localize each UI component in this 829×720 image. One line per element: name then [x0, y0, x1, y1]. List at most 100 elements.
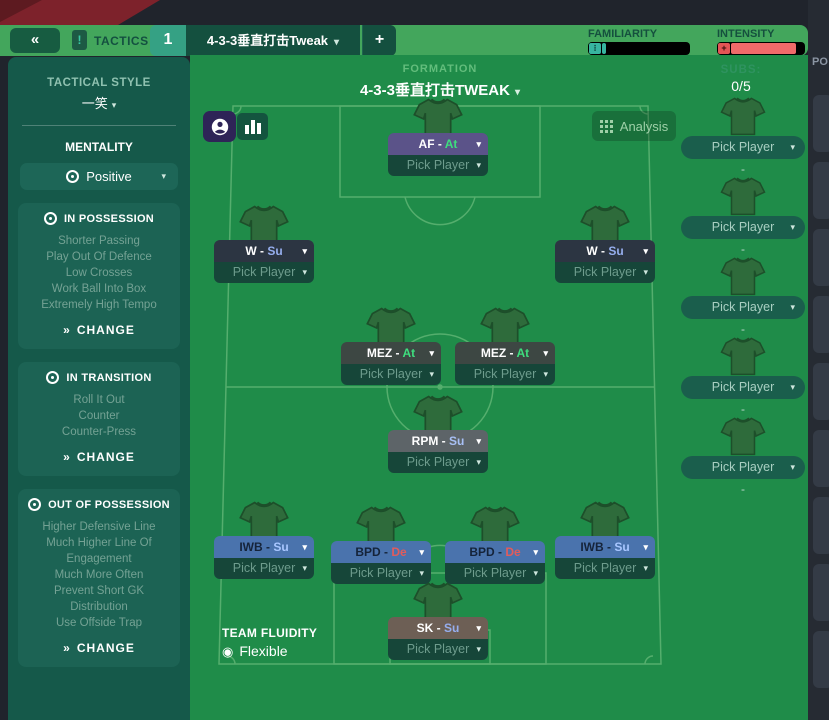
add-tactic-button[interactable]: + [362, 25, 396, 56]
role-dropdown[interactable]: IWB - Su ▾ [555, 536, 655, 558]
familiarity-label: FAMILIARITY [588, 28, 658, 40]
pick-player-dropdown[interactable]: Pick Player ▾ [555, 558, 655, 579]
chevron-down-icon: ▾ [419, 547, 424, 557]
pick-player-label: Pick Player [573, 265, 637, 279]
pick-player-label: Pick Player [711, 380, 775, 394]
chevron-down-icon: ▾ [643, 267, 648, 277]
instruction-item: Counter [78, 410, 120, 422]
duty-label: At [516, 346, 530, 360]
pick-player-label: Pick Player [406, 642, 470, 656]
collapsed-panel-block[interactable] [813, 430, 829, 487]
collapsed-panel-block[interactable] [813, 631, 829, 688]
role-dropdown[interactable]: AF - At ▾ [388, 133, 488, 155]
change-button[interactable]: » CHANGE [24, 323, 174, 337]
tactic-name-dropdown[interactable]: 4-3-3垂直打击Tweak ▾ [186, 25, 360, 56]
pick-player-label: Pick Player [711, 140, 775, 154]
section-title: IN TRANSITION [66, 371, 152, 384]
tactical-style-dropdown[interactable]: 一笑 ▾ [8, 93, 190, 112]
pick-player-label: Pick Player [573, 561, 637, 575]
chevron-down-icon: ▾ [334, 37, 340, 48]
role-dropdown[interactable]: BPD - De ▾ [445, 541, 545, 563]
shirt-icon [239, 501, 289, 544]
pick-player-dropdown[interactable]: Pick Player ▾ [341, 364, 441, 385]
section-title: OUT OF POSSESSION [48, 498, 170, 511]
role-label: W - [245, 244, 268, 258]
shirt-icon [480, 307, 530, 350]
chevron-down-icon: ▾ [790, 142, 795, 152]
pick-player-dropdown[interactable]: Pick Player ▾ [388, 639, 488, 660]
stats-view-toggle[interactable] [237, 113, 268, 140]
chevron-down-icon: ▾ [543, 348, 548, 358]
change-button[interactable]: » CHANGE [24, 450, 174, 464]
instruction-item: Work Ball Into Box [51, 283, 147, 295]
chevron-down-icon: ▾ [533, 568, 538, 578]
pick-player-dropdown[interactable]: Pick Player ▾ [681, 296, 805, 319]
pick-player-dropdown[interactable]: Pick Player ▾ [681, 376, 805, 399]
role-dropdown[interactable]: MEZ - At ▾ [341, 342, 441, 364]
instruction-section: IN TRANSITION Roll It Out Counter Counter-… [18, 362, 180, 476]
player-view-toggle[interactable] [203, 111, 236, 142]
double-chevron-icon: » [63, 450, 71, 464]
analysis-button[interactable]: Analysis [592, 111, 676, 141]
tactic-slot-tab[interactable]: 1 [150, 25, 186, 56]
role-label: BPD - [469, 545, 506, 559]
pick-player-label: Pick Player [359, 367, 423, 381]
chevron-down-icon: ▾ [161, 171, 166, 181]
instruction-sections: IN POSSESSION Shorter Passing Play Out Of… [8, 203, 190, 667]
collapsed-panel-block[interactable] [813, 229, 829, 286]
duty-label: Su [444, 621, 460, 635]
pick-player-label: Pick Player [711, 220, 775, 234]
pick-player-dropdown[interactable]: Pick Player ▾ [681, 136, 805, 159]
mentality-dropdown[interactable]: Positive ▾ [20, 163, 178, 190]
duty-label: De [505, 545, 521, 559]
intensity-fill [731, 43, 796, 54]
familiarity-bar: ⁝ [588, 42, 690, 55]
top-background [0, 0, 829, 25]
collapsed-panel-block[interactable] [813, 363, 829, 420]
role-dropdown[interactable]: W - Su ▾ [214, 240, 314, 262]
role-dropdown[interactable]: MEZ - At ▾ [455, 342, 555, 364]
role-dropdown[interactable]: RPM - Su ▾ [388, 430, 488, 452]
header-bar: « ! TACTICS 1 4-3-3垂直打击Tweak ▾ + FAMILIAR… [0, 25, 808, 56]
duty-label: At [402, 346, 416, 360]
familiarity-fill [602, 43, 606, 54]
collapsed-panel-block[interactable] [813, 497, 829, 554]
instruction-section: OUT OF POSSESSION Higher Defensive Line M… [18, 489, 180, 667]
collapsed-right-panel[interactable]: PO [808, 0, 829, 720]
chevron-down-icon: ▾ [419, 568, 424, 578]
collapsed-panel-block[interactable] [813, 564, 829, 621]
pick-player-dropdown[interactable]: Pick Player ▾ [388, 155, 488, 176]
shirt-icon [366, 307, 416, 350]
role-dropdown[interactable]: IWB - Su ▾ [214, 536, 314, 558]
role-dropdown[interactable]: BPD - De ▾ [331, 541, 431, 563]
collapsed-panel-block[interactable] [813, 296, 829, 353]
pick-player-dropdown[interactable]: Pick Player ▾ [214, 262, 314, 283]
shirt-icon [720, 257, 766, 296]
back-button[interactable]: « [10, 28, 60, 53]
collapsed-panel-block[interactable] [813, 162, 829, 219]
chevron-down-icon: ▾ [111, 100, 117, 110]
sub-player-name: - [741, 242, 745, 256]
change-label: CHANGE [76, 323, 135, 337]
pick-player-dropdown[interactable]: Pick Player ▾ [388, 452, 488, 473]
role-dropdown[interactable]: W - Su ▾ [555, 240, 655, 262]
formation-dropdown[interactable]: 4-3-3垂直打击TWEAK ▾ [190, 79, 690, 100]
chevron-down-icon: ▾ [302, 267, 307, 277]
change-button[interactable]: » CHANGE [24, 641, 174, 655]
collapsed-panel-block[interactable] [813, 95, 829, 152]
pick-player-dropdown[interactable]: Pick Player ▾ [445, 563, 545, 584]
pick-player-dropdown[interactable]: Pick Player ▾ [681, 456, 805, 479]
role-dropdown[interactable]: SK - Su ▾ [388, 617, 488, 639]
pick-player-dropdown[interactable]: Pick Player ▾ [681, 216, 805, 239]
role-label: W - [586, 244, 609, 258]
pick-player-dropdown[interactable]: Pick Player ▾ [331, 563, 431, 584]
pick-player-label: Pick Player [473, 367, 537, 381]
shirt-icon [720, 97, 766, 136]
analysis-label: Analysis [619, 118, 669, 134]
pick-player-dropdown[interactable]: Pick Player ▾ [214, 558, 314, 579]
pick-player-dropdown[interactable]: Pick Player ▾ [455, 364, 555, 385]
pick-player-dropdown[interactable]: Pick Player ▾ [555, 262, 655, 283]
role-label: AF - [418, 137, 445, 151]
chevron-down-icon: ▾ [302, 542, 307, 552]
